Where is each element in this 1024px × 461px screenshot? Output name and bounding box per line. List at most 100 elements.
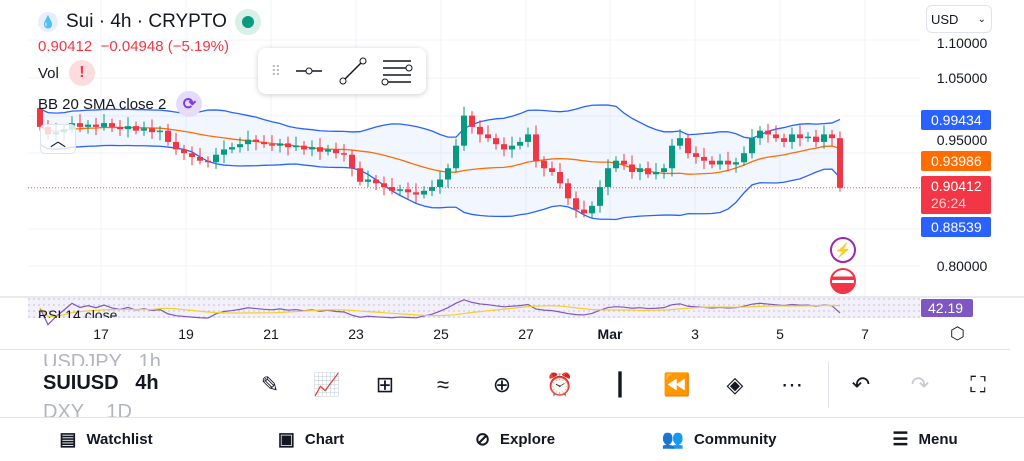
candle <box>573 191 579 218</box>
candle <box>237 137 243 153</box>
bb-upper-line <box>39 104 841 140</box>
price-change: 0.90412 −0.04948 (−5.19%) <box>38 38 230 55</box>
candle <box>749 129 755 159</box>
candle <box>445 163 451 188</box>
time-axis-label: 25 <box>433 326 449 342</box>
time-axis-label: Mar <box>597 326 623 342</box>
candle <box>269 135 275 151</box>
candle <box>133 121 139 135</box>
currency-select[interactable]: USD ⌄ <box>926 5 992 33</box>
candle <box>101 114 107 131</box>
indicator-vol[interactable]: Vol! <box>38 60 95 86</box>
candle <box>781 133 787 148</box>
explore-icon: ⊘ <box>474 428 491 449</box>
candle <box>325 144 331 156</box>
candle <box>197 147 203 165</box>
nav-menu[interactable]: ☰ Menu <box>892 420 957 458</box>
indicators-icon[interactable]: 📈 <box>313 372 341 397</box>
nav-explore[interactable]: ⊘ Explore <box>475 420 555 458</box>
candle <box>461 106 467 151</box>
time-axis-label: 17 <box>93 326 109 342</box>
fullscreen-icon[interactable]: ⛶ <box>970 372 986 397</box>
watchlist-item[interactable]: USDJPY 1h <box>43 351 161 366</box>
symbol-title: Sui · 4h · CRYPTO <box>66 11 227 32</box>
candle <box>309 140 315 157</box>
redo-icon[interactable]: ↷ <box>910 372 930 397</box>
candle <box>293 136 299 151</box>
candle <box>645 161 651 179</box>
candle <box>653 162 659 180</box>
candle <box>677 129 683 150</box>
warning-icon[interactable]: ! <box>68 60 95 86</box>
draw-pencil-icon[interactable]: ✎ <box>260 372 280 397</box>
candle <box>725 151 731 172</box>
candle <box>525 127 531 148</box>
indicator-bb[interactable]: BB 20 SMA close 2 ⟳ <box>38 91 203 117</box>
candle <box>581 200 587 218</box>
market-open-icon[interactable] <box>234 9 261 35</box>
chart-type-candles-icon[interactable]: ┃ <box>613 372 627 397</box>
alert-clock-icon[interactable]: ⏰ <box>546 372 574 397</box>
candle <box>773 125 779 142</box>
refresh-icon[interactable]: ⟳ <box>176 91 203 117</box>
chart-settings-icon[interactable]: ⬡ <box>950 324 965 343</box>
replay-icon[interactable]: ⏪ <box>663 372 691 397</box>
add-icon[interactable]: ⊕ <box>492 372 512 397</box>
trend-line-icon[interactable] <box>338 56 368 86</box>
price-chart[interactable] <box>0 0 1024 350</box>
candle <box>765 123 771 143</box>
undo-icon[interactable]: ↶ <box>851 372 871 397</box>
candle <box>117 120 123 136</box>
rsi-legend[interactable]: RSI 14 close <box>38 307 118 318</box>
price-label: 1.10000 <box>936 35 988 51</box>
layers-icon[interactable]: ◈ <box>726 372 744 397</box>
candle <box>693 146 699 164</box>
layouts-icon[interactable]: ⊞ <box>375 372 395 397</box>
watchlist-item[interactable]: DXY 1D <box>43 401 132 417</box>
candle <box>317 138 323 160</box>
candle <box>757 126 763 145</box>
watchlist-item-active[interactable]: SUIUSD 4h <box>43 372 159 394</box>
nav-label: Menu <box>918 430 958 448</box>
event-lightning-icon[interactable]: ⚡ <box>830 237 856 263</box>
patterns-icon[interactable]: ≈ <box>436 372 450 397</box>
candle <box>541 156 547 177</box>
price-label: 0.80000 <box>936 258 988 274</box>
candle <box>589 201 595 219</box>
candle <box>301 141 307 155</box>
more-icon[interactable]: ⋯ <box>781 372 803 397</box>
nav-label: Chart <box>304 430 345 448</box>
time-axis-label: 23 <box>348 326 364 342</box>
horizontal-ray-icon[interactable] <box>294 61 324 81</box>
symbol-legend[interactable]: 💧 Sui · 4h · CRYPTO <box>38 9 261 35</box>
candle <box>245 130 251 151</box>
candle <box>829 129 835 147</box>
fib-retracement-icon[interactable] <box>381 56 413 86</box>
candle <box>157 126 163 141</box>
bb-lower-tag: 0.88539 <box>921 217 991 237</box>
candle <box>93 117 99 136</box>
candle <box>709 156 715 169</box>
candle <box>477 120 483 143</box>
candle <box>213 147 219 169</box>
us-economic-event-icon[interactable] <box>830 268 856 294</box>
menu-icon: ☰ <box>892 428 909 449</box>
drag-handle-icon[interactable]: ⠿ <box>270 62 281 79</box>
candle <box>261 135 267 148</box>
candle <box>109 118 115 133</box>
watchlist-icon: ▤ <box>59 428 77 449</box>
candle <box>189 146 195 166</box>
nav-community[interactable]: 👥 Community <box>662 420 777 458</box>
nav-watchlist[interactable]: ▤ Watchlist <box>59 420 152 458</box>
candle <box>437 170 443 194</box>
candle <box>165 123 171 146</box>
nav-chart[interactable]: ▣ Chart <box>278 420 344 458</box>
candle <box>365 170 371 188</box>
collapse-legend-button[interactable]: ︿ <box>40 124 76 154</box>
candle <box>813 129 819 148</box>
candle <box>621 153 627 170</box>
candle <box>797 125 803 147</box>
time-axis-label: 3 <box>691 326 699 342</box>
candle <box>565 178 571 206</box>
time-axis-label: 19 <box>178 326 194 342</box>
